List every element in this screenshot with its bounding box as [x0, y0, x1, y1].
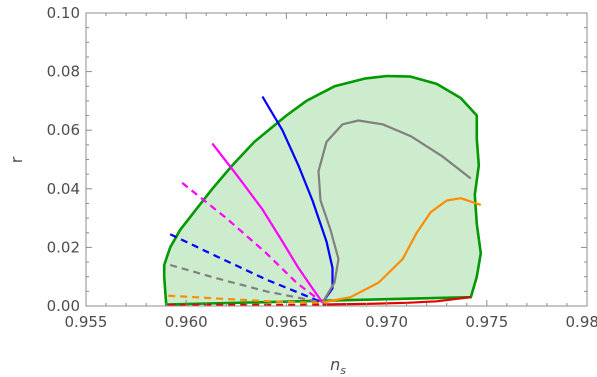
x-tick-label: 0.970 — [365, 313, 408, 331]
series-line-7 — [169, 263, 323, 304]
y-tick-label: 0.00 — [47, 297, 80, 315]
x-axis-label-subscript: s — [340, 364, 346, 377]
y-tick-label: 0.10 — [47, 4, 80, 22]
y-axis-label: r — [7, 156, 26, 163]
x-axis-label: ns — [330, 355, 346, 377]
y-tick-label: 0.08 — [47, 63, 80, 81]
series-line-3 — [322, 197, 482, 304]
y-tick-label: 0.06 — [47, 121, 80, 139]
series-line-2 — [317, 119, 472, 304]
series-line-1 — [211, 142, 324, 304]
x-tick-label: 0.955 — [65, 313, 108, 331]
x-tick-label: 0.960 — [165, 313, 208, 331]
series-line-4 — [322, 296, 471, 306]
y-tick-label: 0.02 — [47, 238, 80, 256]
y-tick-label: 0.04 — [47, 180, 80, 198]
x-axis-ticks: 0.955 0.960 0.965 0.970 0.975 0.980 — [65, 13, 597, 331]
y-axis-ticks: 0.00 0.02 0.04 0.06 0.08 0.10 — [47, 4, 587, 315]
x-axis-label-main: n — [330, 355, 340, 374]
series-line-5 — [181, 182, 324, 304]
series-line-6 — [169, 233, 323, 304]
x-tick-label: 0.965 — [265, 313, 308, 331]
x-tick-label: 0.980 — [566, 313, 597, 331]
series-line-8 — [168, 294, 323, 305]
x-tick-label: 0.975 — [465, 313, 508, 331]
